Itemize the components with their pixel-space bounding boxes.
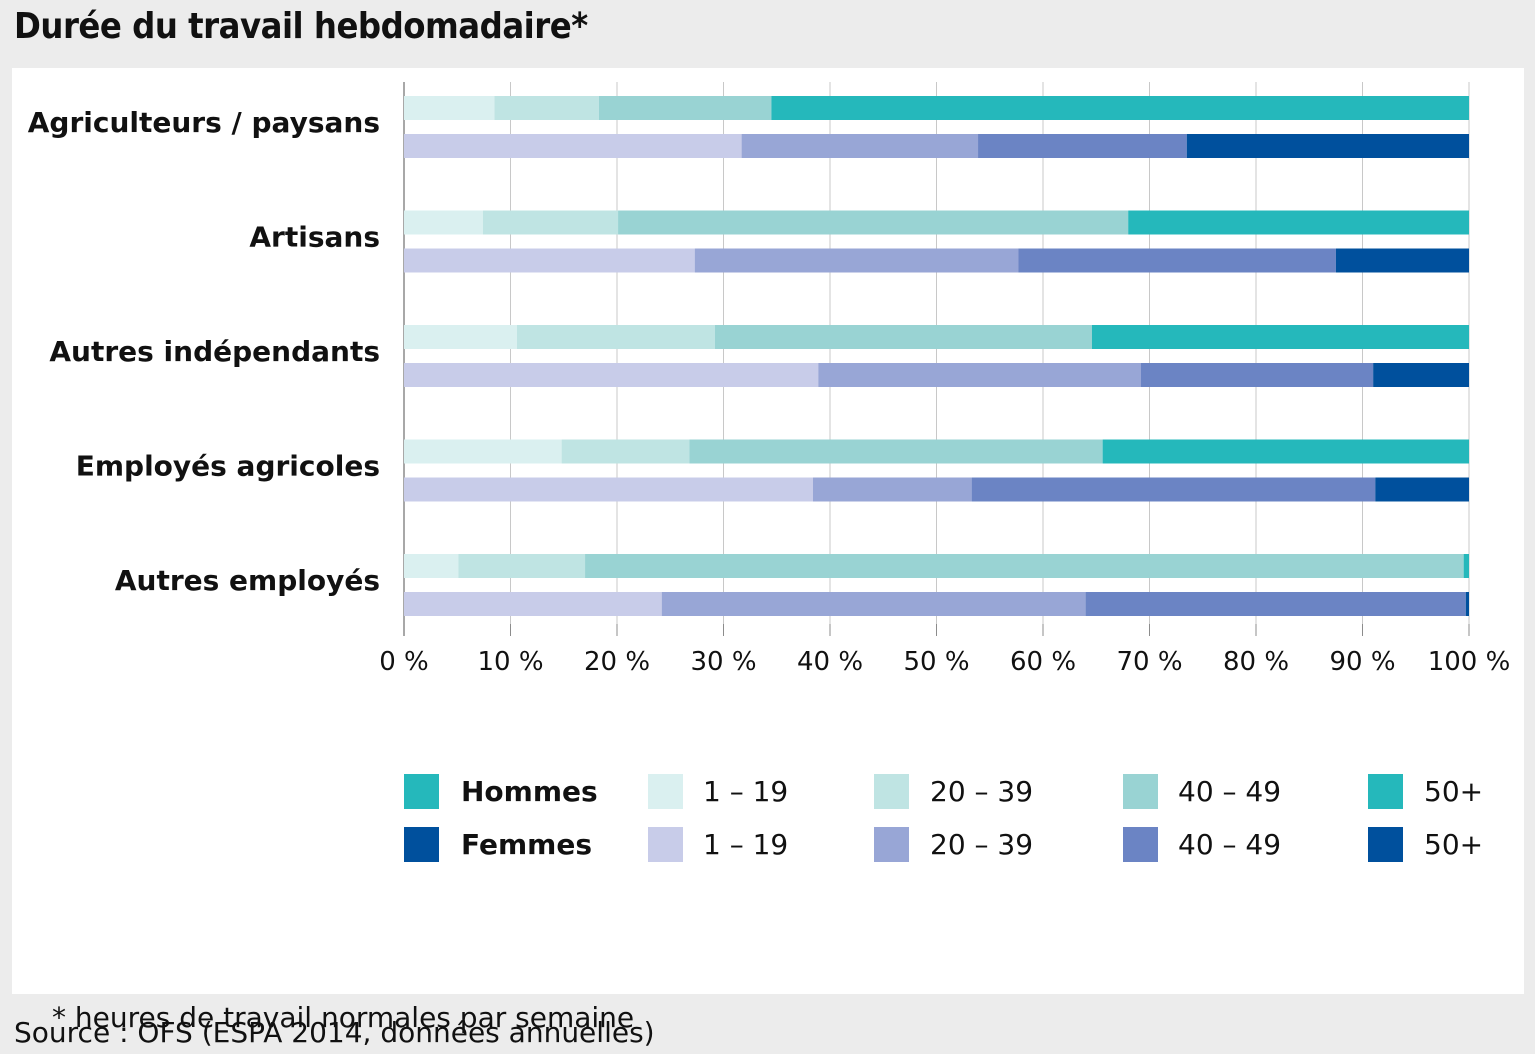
bar-chart: 0 % 10 % 20 % 30 % 40 % 50 % 60 % 70 % 80 % 90 % 1… xyxy=(28,82,1511,862)
legend-swatch-femmes xyxy=(404,827,439,862)
legend-swatch-hommes-2 xyxy=(1123,774,1158,809)
bar-segment-hommes-3 xyxy=(1091,325,1469,349)
bar-segment-hommes-3 xyxy=(1102,439,1469,464)
bar-segment-hommes-3 xyxy=(1128,210,1469,235)
legend-swatch-femmes-2 xyxy=(1123,827,1158,862)
bar-segment-hommes-1 xyxy=(516,325,715,349)
bar-segment-hommes-2 xyxy=(689,439,1103,464)
legend-item-label: 40 – 49 xyxy=(1178,828,1281,861)
x-tick-label: 0 % xyxy=(379,647,429,677)
legend-swatch-hommes xyxy=(404,774,439,809)
legend-item-label: 20 – 39 xyxy=(930,775,1033,808)
x-tick-label: 50 % xyxy=(903,647,969,677)
legend-group-label: Hommes xyxy=(461,775,598,808)
bar-segment-hommes-0 xyxy=(404,325,517,349)
category-label: Autres indépendants xyxy=(49,335,380,368)
x-tick-label: 20 % xyxy=(584,647,650,677)
bar-segment-hommes-1 xyxy=(494,96,599,120)
bar-segment-hommes-1 xyxy=(458,554,586,578)
legend-item-label: 1 – 19 xyxy=(703,775,788,808)
legend-swatch-femmes-0 xyxy=(648,827,683,862)
x-tick-label: 60 % xyxy=(1010,647,1076,677)
bar-segment-hommes-0 xyxy=(404,210,483,235)
x-tick-label: 80 % xyxy=(1223,647,1289,677)
legend-swatch-hommes-3 xyxy=(1368,774,1403,809)
bar-segment-femmes-1 xyxy=(661,592,1086,616)
bar-segment-femmes-3 xyxy=(1465,592,1469,616)
bar-segment-femmes-3 xyxy=(1373,363,1469,387)
chart-title: Durée du travail hebdomadaire* xyxy=(14,6,588,47)
bar-segment-femmes-0 xyxy=(404,248,695,273)
legend-swatch-hommes-1 xyxy=(874,774,909,809)
bar-segment-femmes-3 xyxy=(1375,477,1469,502)
x-tick-label: 100 % xyxy=(1428,647,1511,677)
bar-segment-femmes-0 xyxy=(404,592,662,616)
bar-segment-femmes-2 xyxy=(1085,592,1466,616)
category-label: Artisans xyxy=(249,221,380,254)
bar-segment-femmes-1 xyxy=(812,477,972,502)
bar-segment-hommes-1 xyxy=(561,439,690,464)
bar-segment-femmes-2 xyxy=(971,477,1376,502)
category-label: Agriculteurs / paysans xyxy=(28,106,380,139)
bar-segment-femmes-3 xyxy=(1186,134,1469,158)
bar-segment-hommes-1 xyxy=(482,210,619,235)
chart-panel: 0 % 10 % 20 % 30 % 40 % 50 % 60 % 70 % 80 % 90 % 1… xyxy=(12,68,1524,1034)
bar-segment-hommes-2 xyxy=(618,210,1129,235)
bar-segment-femmes-3 xyxy=(1335,248,1469,273)
bar-segment-femmes-2 xyxy=(1140,363,1374,387)
bar-segment-femmes-2 xyxy=(978,134,1187,158)
x-tick-label: 30 % xyxy=(690,647,756,677)
bar-segment-femmes-0 xyxy=(404,477,813,502)
bar-segment-femmes-1 xyxy=(741,134,979,158)
bar-segment-hommes-3 xyxy=(1463,554,1469,578)
bar-segment-hommes-2 xyxy=(714,325,1092,349)
bar-segment-hommes-3 xyxy=(771,96,1469,120)
source-note: Source : OFS (ESPA 2014, données annuell… xyxy=(14,1016,655,1049)
legend-item-label: 20 – 39 xyxy=(930,828,1033,861)
bar-segment-hommes-2 xyxy=(598,96,772,120)
bar-segment-femmes-2 xyxy=(1018,248,1336,273)
x-tick-label: 40 % xyxy=(797,647,863,677)
legend-group-label: Femmes xyxy=(461,828,592,861)
legend-swatch-femmes-1 xyxy=(874,827,909,862)
legend-item-label: 50+ xyxy=(1424,828,1483,861)
category-label: Autres employés xyxy=(115,564,380,597)
legend-swatch-femmes-3 xyxy=(1368,827,1403,862)
bar-segment-hommes-2 xyxy=(585,554,1464,578)
bar-segment-femmes-1 xyxy=(818,363,1141,387)
bar-segment-femmes-0 xyxy=(404,363,819,387)
footnote: * heures de travail normales par semaine xyxy=(52,1001,635,1034)
x-tick-label: 70 % xyxy=(1116,647,1182,677)
legend-item-label: 40 – 49 xyxy=(1178,775,1281,808)
bar-segment-femmes-1 xyxy=(694,248,1019,273)
bar-segment-femmes-0 xyxy=(404,134,742,158)
bar-segment-hommes-0 xyxy=(404,439,562,464)
legend-item-label: 1 – 19 xyxy=(703,828,788,861)
x-tick-label: 10 % xyxy=(477,647,543,677)
bar-segment-hommes-0 xyxy=(404,554,459,578)
x-tick-label: 90 % xyxy=(1329,647,1395,677)
category-label: Employés agricoles xyxy=(76,450,380,483)
legend-item-label: 50+ xyxy=(1424,775,1483,808)
bar-segment-hommes-0 xyxy=(404,96,495,120)
legend-swatch-hommes-0 xyxy=(648,774,683,809)
